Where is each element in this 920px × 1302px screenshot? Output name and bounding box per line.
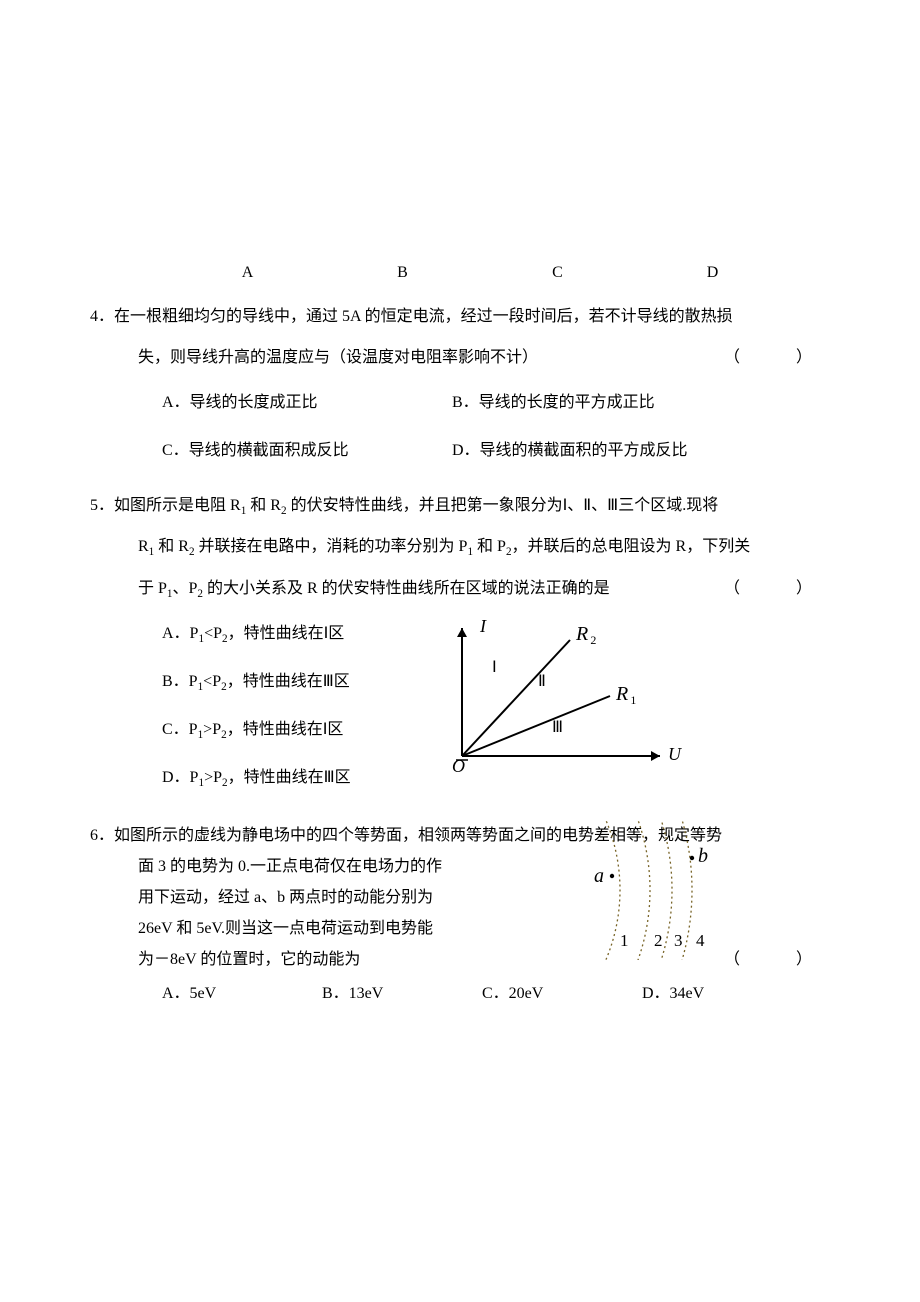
q6-figure: a b 1 234 — [550, 820, 760, 969]
q4-blank-paren: （ ） — [724, 337, 830, 379]
q5-s3a: 于 P — [138, 580, 167, 597]
svg-text:R: R — [575, 623, 588, 645]
q6-equipotential-diagram: a b 1 234 — [550, 820, 760, 960]
q4-option-d: D．导线的横截面积的平方成反比 — [452, 427, 742, 475]
q5-s3c: 的大小关系及 R 的伏安特性曲线所在区域的说法正确的是 — [203, 580, 610, 597]
q5-s1b: 和 R — [246, 497, 281, 514]
q5-stem-line2: R1 和 R2 并联接在电路中，消耗的功率分别为 P1 和 P2，并联后的总电阻… — [90, 526, 830, 568]
q5-option-c: C．P1>P2，特性曲线在Ⅰ区 — [90, 706, 430, 754]
q5-blank-paren: （ ） — [724, 568, 830, 610]
figure-label-row: A B C D — [90, 260, 830, 286]
q4-stem-text2: 失，则导线升高的温度应与（设温度对电阻率影响不计） — [138, 349, 538, 366]
fig-label-a: A — [170, 260, 325, 286]
q6-stem-text5: 为－8eV 的位置时，它的动能为 — [138, 951, 360, 968]
q4-stem-line2: （ ） 失，则导线升高的温度应与（设温度对电阻率影响不计） — [90, 337, 830, 379]
q5-stem-line3: （ ） 于 P1、P2 的大小关系及 R 的伏安特性曲线所在区域的说法正确的是 — [90, 568, 830, 610]
svg-text:2: 2 — [654, 931, 663, 950]
document-page: A B C D 4．在一根粗细均匀的导线中，通过 5A 的恒定电流，经过一段时间… — [0, 0, 920, 1051]
svg-text:1: 1 — [630, 693, 636, 707]
svg-text:4: 4 — [696, 931, 705, 950]
svg-text:R: R — [615, 683, 628, 705]
spacer — [90, 802, 830, 820]
q5-options-and-figure: A．P1<P2，特性曲线在Ⅰ区 B．P1<P2，特性曲线在Ⅲ区 C．P1>P2，… — [90, 610, 830, 802]
q5-s2b: 和 R — [154, 538, 189, 555]
q5-option-b: B．P1<P2，特性曲线在Ⅲ区 — [90, 658, 430, 706]
q5-s3b: 、P — [173, 580, 198, 597]
q6-option-c: C．20eV — [482, 976, 642, 1011]
q4-options-row2: C．导线的横截面积成反比 D．导线的横截面积的平方成反比 — [90, 427, 830, 475]
q5-s2c: 并联接在电路中，消耗的功率分别为 P — [195, 538, 468, 555]
q4-options-row1: A．导线的长度成正比 B．导线的长度的平方成正比 — [90, 379, 830, 427]
q6-option-a: A．5eV — [162, 976, 322, 1011]
q5-s1a: 5．如图所示是电阻 R — [90, 497, 241, 514]
svg-text:a: a — [594, 865, 604, 887]
q6-option-d: D．34eV — [642, 976, 802, 1011]
svg-text:Ⅱ: Ⅱ — [538, 673, 546, 690]
fig-label-b: B — [325, 260, 480, 286]
q5-option-a: A．P1<P2，特性曲线在Ⅰ区 — [90, 610, 430, 658]
q4-option-a: A．导线的长度成正比 — [162, 379, 452, 427]
q4-stem-line1: 4．在一根粗细均匀的导线中，通过 5A 的恒定电流，经过一段时间后，若不计导线的… — [90, 296, 830, 338]
q6-option-b: B．13eV — [322, 976, 482, 1011]
q5-s2a: R — [138, 538, 149, 555]
q6-block: ab1234 6．如图所示的虚线为静电场中的四个等势面，相领两等势面之间的电势差… — [90, 820, 830, 1011]
q5-options: A．P1<P2，特性曲线在Ⅰ区 B．P1<P2，特性曲线在Ⅲ区 C．P1>P2，… — [90, 610, 430, 802]
svg-text:3: 3 — [674, 931, 683, 950]
fig-label-c: C — [480, 260, 635, 286]
q5-s1c: 的伏安特性曲线，并且把第一象限分为Ⅰ、Ⅱ、Ⅲ三个区域.现将 — [287, 497, 719, 514]
svg-text:1: 1 — [620, 931, 629, 950]
q5-option-d: D．P1>P2，特性曲线在Ⅲ区 — [90, 754, 430, 802]
q5-s2e: ，并联后的总电阻设为 R，下列关 — [512, 538, 751, 555]
fig-label-d: D — [635, 260, 790, 286]
svg-text:b: b — [698, 845, 708, 867]
q5-iv-chart: IUOR2R1ⅠⅡⅢ — [430, 616, 690, 776]
svg-text:Ⅰ: Ⅰ — [492, 659, 497, 676]
q5-s2d: 和 P — [473, 538, 506, 555]
svg-text:Ⅲ: Ⅲ — [552, 719, 563, 736]
svg-text:U: U — [668, 744, 682, 764]
q4-option-c: C．导线的横截面积成反比 — [162, 427, 452, 475]
q4-option-b: B．导线的长度的平方成正比 — [452, 379, 742, 427]
q6-options: A．5eV B．13eV C．20eV D．34eV — [90, 976, 830, 1011]
svg-text:O: O — [452, 756, 465, 776]
q5-figure: IUOR2R1ⅠⅡⅢ — [430, 610, 830, 785]
svg-text:I: I — [479, 616, 487, 636]
svg-text:2: 2 — [590, 633, 596, 647]
q5-stem-line1: 5．如图所示是电阻 R1 和 R2 的伏安特性曲线，并且把第一象限分为Ⅰ、Ⅱ、Ⅲ… — [90, 485, 830, 527]
